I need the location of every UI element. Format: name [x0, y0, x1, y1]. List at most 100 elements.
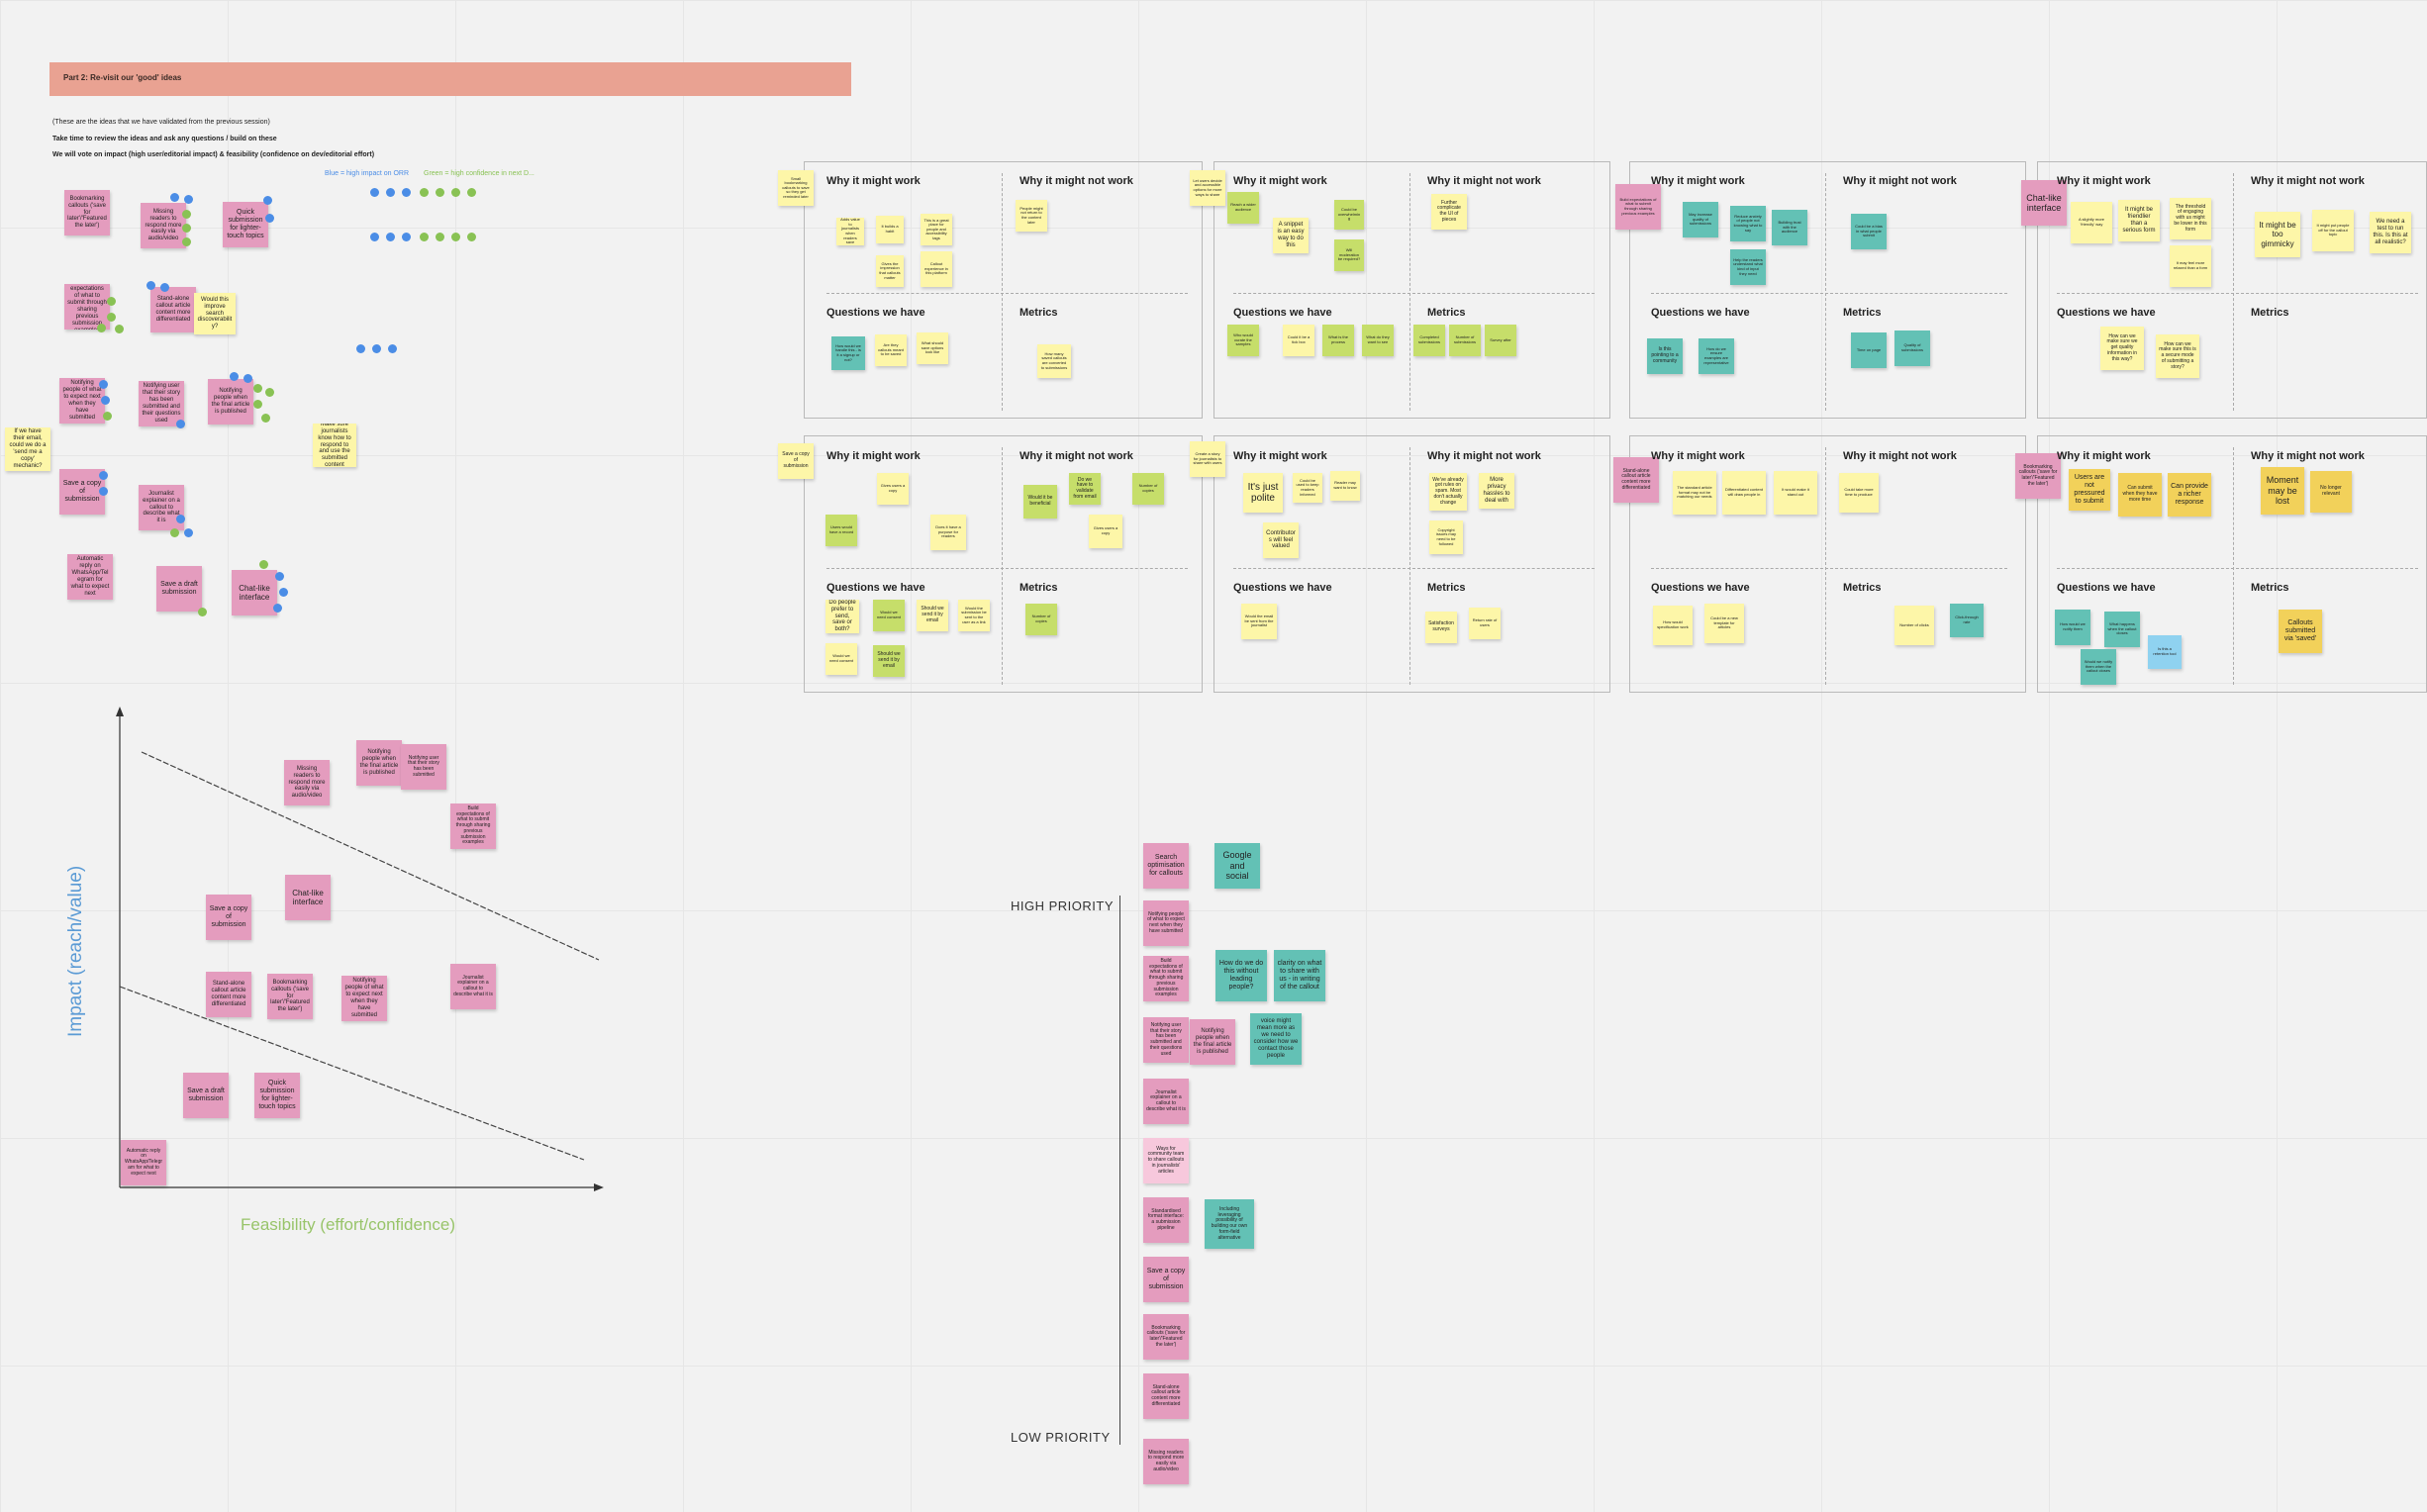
panel-sticky[interactable]: Contributors will feel valued [1263, 522, 1299, 558]
panel-sticky[interactable]: Number of clicks [1894, 606, 1934, 645]
priority-sticky[interactable]: Search optimisation for callouts [1143, 843, 1189, 889]
idea-sticky-notify-story[interactable]: Notifying user that their story has been… [139, 381, 184, 426]
panel-sticky[interactable]: Reduce anxiety of people not knowing wha… [1730, 206, 1766, 241]
vote-dot[interactable] [467, 233, 476, 241]
vote-dot[interactable] [420, 233, 429, 241]
vote-dot[interactable] [420, 188, 429, 197]
vote-dot[interactable] [273, 604, 282, 613]
panel-sticky[interactable]: A snippet is an easy way to do this [1273, 218, 1309, 253]
panel-sticky[interactable]: Should we send it by email [917, 600, 948, 631]
priority-side-sticky[interactable]: Google and social [1214, 843, 1260, 889]
panel-sticky[interactable]: The threshold of engaging with us might … [2170, 198, 2211, 239]
panel-sticky[interactable]: Building trust with the audience [1772, 210, 1807, 245]
vote-dot[interactable] [182, 237, 191, 246]
matrix-sticky[interactable]: Save a draft submission [183, 1073, 229, 1118]
vote-dot[interactable] [402, 233, 411, 241]
idea-sticky-notify-final[interactable]: Notifying people when the final article … [208, 379, 253, 425]
priority-side-sticky[interactable]: How do we do this without leading people… [1215, 950, 1267, 1001]
panel-sticky[interactable]: No longer relevant [2310, 471, 2352, 513]
matrix-sticky[interactable]: Quick submission for lighter-touch topic… [254, 1073, 300, 1118]
vote-dot[interactable] [386, 233, 395, 241]
panel-sticky[interactable]: It's just polite [1243, 473, 1283, 513]
priority-sticky[interactable]: Notifying people of what to expect next … [1143, 900, 1189, 946]
panel-sticky[interactable]: Adds value to journalists when readers s… [836, 218, 864, 245]
priority-sticky[interactable]: Missing readers to respond more easily v… [1143, 1439, 1189, 1484]
panel-sticky[interactable]: Would it be beneficial [1023, 485, 1057, 519]
note-sticky-email[interactable]: If we have their email, could we do a 's… [5, 427, 50, 471]
panel-sticky[interactable]: Would we need consent [873, 600, 905, 631]
vote-dot[interactable] [243, 374, 252, 383]
priority-side-sticky[interactable]: Notifying people when the final article … [1190, 1019, 1235, 1065]
panel-sticky[interactable]: Could be used to keep readers informed [1293, 473, 1322, 503]
panel-sticky[interactable]: Reach a wider audience [1227, 192, 1259, 224]
idea-sticky-missing[interactable]: Missing readers to respond more easily v… [141, 203, 186, 248]
panel-sticky[interactable]: Do people prefer to send, save or both? [825, 600, 859, 633]
vote-dot[interactable] [356, 344, 365, 353]
panel-sticky[interactable]: Moment may be lost [2261, 467, 2304, 515]
matrix-sticky[interactable]: Journalist explainer on a callout to des… [450, 964, 496, 1009]
panel-idea-note[interactable]: Create a story for journalists to share … [1190, 441, 1225, 477]
panel-sticky[interactable]: Is this a retention tool [2148, 635, 2182, 669]
panel-idea-note[interactable]: Stand-alone callout article content more… [1613, 457, 1659, 503]
priority-sticky[interactable]: Build expectations of what to submit thr… [1143, 956, 1189, 1001]
panel-sticky[interactable]: Would we need consent [825, 643, 857, 675]
panel-idea-note[interactable]: Chat-like interface [2021, 180, 2067, 226]
priority-side-sticky[interactable]: Including leveraging possibility of buil… [1205, 1199, 1254, 1249]
panel-sticky[interactable]: May increase quality of submissions [1683, 202, 1718, 237]
matrix-sticky[interactable]: Build expectations of what to submit thr… [450, 803, 496, 849]
panel-sticky[interactable]: Could be a bias in what people submit [1851, 214, 1887, 249]
vote-dot[interactable] [436, 233, 444, 241]
panel-sticky[interactable]: The standard article format may not be m… [1673, 471, 1716, 515]
panel-sticky[interactable]: A slightly more 'friendly' way [2071, 202, 2112, 243]
panel-sticky[interactable]: Gives users a copy [877, 473, 909, 505]
panel-sticky[interactable]: Do we have to validate from email [1069, 473, 1101, 505]
panel-sticky[interactable]: Completed submissions [1413, 325, 1445, 356]
panel-sticky[interactable]: Return rate of users [1469, 608, 1501, 639]
panel-sticky[interactable]: Could it be a tick box [1283, 325, 1314, 356]
panel-sticky[interactable]: Number of copies [1025, 604, 1057, 635]
priority-sticky[interactable]: Ways for community team to share callout… [1143, 1138, 1189, 1183]
panel-sticky[interactable]: Number of copies [1132, 473, 1164, 505]
panel-sticky[interactable]: Satisfaction surveys [1425, 612, 1457, 643]
idea-sticky-auto-reply[interactable]: Automatic reply on WhatsApp/Telegram for… [67, 554, 113, 600]
vote-dot[interactable] [230, 372, 239, 381]
priority-sticky[interactable]: Save a copy of submission [1143, 1257, 1189, 1302]
note-sticky-right[interactable]: Make sure journalists know how to respon… [313, 424, 356, 467]
panel-idea-note[interactable]: Build expectations of what to submit thr… [1615, 184, 1661, 230]
panel-sticky[interactable]: What should save options look like [917, 332, 948, 364]
panel-idea-note[interactable]: Save a copy of submission [778, 443, 814, 479]
panel-sticky[interactable]: It would make it stand out [1774, 471, 1817, 515]
panel-sticky[interactable]: It might put people off for the callout … [2312, 210, 2354, 251]
vote-dot[interactable] [99, 380, 108, 389]
matrix-sticky[interactable]: Missing readers to respond more easily v… [284, 760, 330, 805]
vote-dot[interactable] [170, 528, 179, 537]
idea-sticky-save-copy[interactable]: Save a copy of submission [59, 469, 105, 515]
panel-idea-note[interactable]: Let users decide and accessible options … [1190, 170, 1225, 206]
idea-sticky-quick[interactable]: Quick submission for lighter-touch topic… [223, 202, 268, 247]
note-sticky-search[interactable]: Would this improve search discoverabilit… [194, 293, 236, 334]
panel-sticky[interactable]: Further complicate the UI of pieces [1431, 194, 1467, 230]
panel-sticky[interactable]: How can we make sure this is a secure mo… [2156, 334, 2199, 378]
vote-dot[interactable] [99, 471, 108, 480]
panel-sticky[interactable]: What happens when the callout closes [2104, 612, 2140, 647]
panel-sticky[interactable]: Could be overwhelming [1334, 200, 1364, 230]
panel-sticky[interactable]: Quality of submissions [1894, 331, 1930, 366]
panel-sticky[interactable]: Gives users a copy [1089, 515, 1122, 548]
matrix-sticky[interactable]: Bookmarking callouts ('save for later'/'… [267, 974, 313, 1019]
matrix-sticky[interactable]: Notifying people of what to expect next … [341, 976, 387, 1021]
vote-dot[interactable] [436, 188, 444, 197]
panel-sticky[interactable]: Callout experience in this platform [921, 251, 952, 287]
vote-dot[interactable] [182, 210, 191, 219]
vote-dot[interactable] [146, 281, 155, 290]
panel-sticky[interactable]: How would specification work [1653, 606, 1693, 645]
panel-sticky[interactable]: We need a test to run this. Is this at a… [2370, 212, 2411, 253]
panel-sticky[interactable]: Should we send it by email [873, 645, 905, 677]
vote-dot[interactable] [97, 324, 106, 332]
vote-dot[interactable] [388, 344, 397, 353]
panel-sticky[interactable]: Help the readers understand what kind of… [1730, 249, 1766, 285]
vote-dot[interactable] [402, 188, 411, 197]
vote-dot[interactable] [372, 344, 381, 353]
matrix-sticky[interactable]: Stand-alone callout article content more… [206, 972, 251, 1017]
panel-sticky[interactable]: Will moderation be required? [1334, 239, 1364, 271]
vote-dot[interactable] [451, 233, 460, 241]
